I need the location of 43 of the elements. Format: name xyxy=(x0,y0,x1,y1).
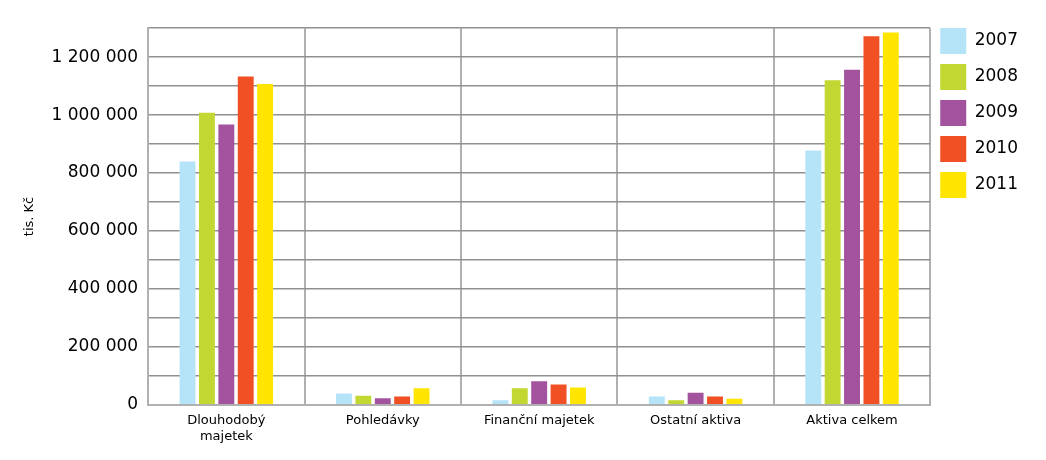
x-tick-label: Finanční majetek xyxy=(483,411,595,427)
bar xyxy=(355,395,372,405)
y-tick-label: 0 xyxy=(127,393,139,414)
legend-label: 2011 xyxy=(974,173,1018,194)
x-tick-label: Aktiva celkem xyxy=(806,411,898,427)
bar xyxy=(336,393,352,405)
bar xyxy=(237,76,254,405)
bar xyxy=(492,400,509,405)
bar xyxy=(844,69,860,405)
bar xyxy=(531,381,548,405)
legend-label: 2010 xyxy=(974,137,1018,158)
bar xyxy=(218,124,235,405)
legend-label: 2009 xyxy=(974,101,1018,122)
bar xyxy=(374,398,391,405)
bar xyxy=(198,112,215,405)
y-tick-label: 600 000 xyxy=(67,219,139,240)
bar xyxy=(863,36,880,405)
bar xyxy=(882,32,899,405)
bar xyxy=(824,80,841,405)
bar xyxy=(648,396,665,405)
x-tick-label: Dlouhodobý majetek xyxy=(187,411,266,443)
bar xyxy=(805,150,822,405)
legend-label: 2008 xyxy=(974,65,1018,86)
y-tick-label: 800 000 xyxy=(67,161,139,182)
bar xyxy=(726,398,743,405)
bar xyxy=(707,396,723,405)
bar xyxy=(413,388,430,405)
y-tick-label: 200 000 xyxy=(67,335,139,356)
x-tick-label: Pohledávky xyxy=(345,411,420,427)
y-tick-label: 400 000 xyxy=(67,277,139,298)
y-axis-title: tis. Kč xyxy=(21,196,37,237)
bar xyxy=(687,392,704,405)
bar xyxy=(511,388,528,405)
bar xyxy=(257,84,274,405)
legend-label: 2007 xyxy=(974,29,1018,50)
bar xyxy=(394,396,411,405)
y-tick-label: 1 000 000 xyxy=(51,103,139,124)
bar xyxy=(550,384,567,405)
bar xyxy=(668,400,685,405)
bar xyxy=(179,161,196,405)
bar xyxy=(570,387,586,405)
x-tick-label: Ostatní aktiva xyxy=(650,411,742,427)
y-tick-label: 1 200 000 xyxy=(51,45,139,66)
